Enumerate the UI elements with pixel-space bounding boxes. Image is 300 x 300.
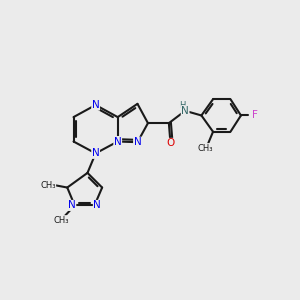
Text: N: N [114, 136, 122, 146]
Text: N: N [68, 200, 76, 210]
Text: H: H [179, 101, 185, 110]
Text: CH₃: CH₃ [40, 181, 56, 190]
Text: O: O [167, 138, 175, 148]
Text: F: F [252, 110, 258, 121]
Text: CH₃: CH₃ [53, 216, 68, 225]
Text: CH₃: CH₃ [197, 143, 213, 152]
Text: N: N [92, 100, 100, 110]
Text: N: N [181, 106, 189, 116]
Text: N: N [93, 200, 101, 210]
Text: N: N [92, 148, 100, 158]
Text: N: N [134, 137, 141, 147]
